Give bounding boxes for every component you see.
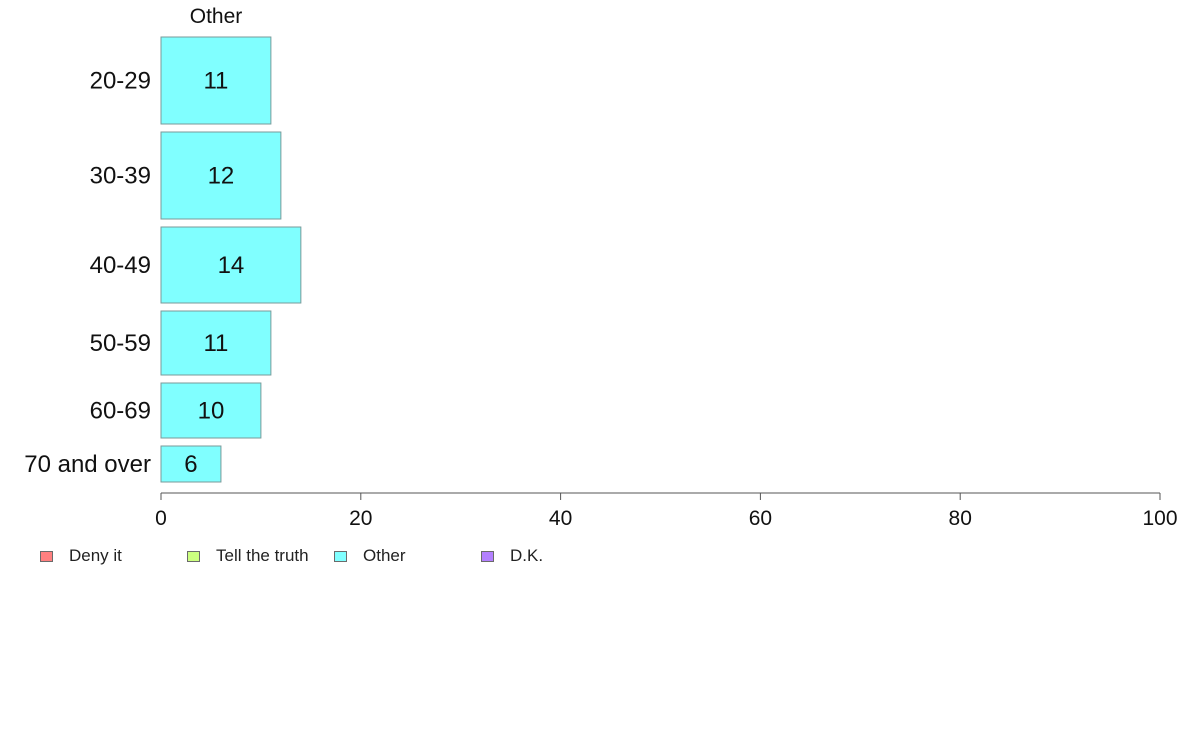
legend-swatch-tell-the-truth (187, 550, 200, 562)
bar-60-69 (160, 382, 262, 439)
bar-value-label-70-and-over: 6 (184, 451, 197, 478)
x-tick-label-60: 60 (749, 507, 772, 530)
legend-label-deny-it: Deny it (69, 546, 122, 565)
legend-swatch-dk (481, 550, 494, 562)
bar-value-label-50-59: 11 (203, 330, 228, 357)
legend-swatch-deny-it (40, 550, 53, 562)
category-label-30-39: 30-39 (90, 163, 151, 190)
bar-value-label-20-29: 11 (203, 68, 228, 95)
category-label-60-69: 60-69 (90, 398, 151, 425)
bar-50-59 (160, 310, 272, 376)
bar-value-label-60-69: 10 (198, 398, 225, 425)
x-tick-label-20: 20 (349, 507, 372, 530)
x-tick-label-80: 80 (949, 507, 972, 530)
category-label-50-59: 50-59 (90, 330, 151, 357)
bar-chart: Other 11 12 14 11 106 20-29 30-39 40-49 50-59 60… (24, 5, 1177, 530)
bar-40-49 (160, 226, 302, 304)
chart-legend: Deny it Tell the truth Other D.K. (0, 545, 1188, 569)
legend-item-tell-the-truth: Tell the truth (187, 545, 309, 567)
legend-label-other: Other (363, 546, 406, 565)
x-tick-label-40: 40 (549, 507, 572, 530)
legend-item-other: Other (334, 545, 406, 567)
category-label-20-29: 20-29 (90, 68, 151, 95)
bar-value-label-40-49: 14 (218, 252, 245, 279)
x-tick-label-0: 0 (155, 507, 167, 530)
legend-swatch-other (334, 550, 347, 562)
bar-value-label-30-39: 12 (208, 163, 235, 190)
legend-item-dk: D.K. (481, 545, 543, 567)
category-label-70-and-over: 70 and over (24, 451, 151, 478)
bar-70-and-over (160, 445, 222, 483)
legend-label-tell-the-truth: Tell the truth (216, 546, 309, 565)
bar-30-39 (160, 131, 282, 220)
bar-20-29 (160, 36, 272, 125)
legend-item-deny-it: Deny it (40, 545, 122, 567)
legend-label-dk: D.K. (510, 546, 544, 565)
panel-title: Other (190, 5, 243, 28)
x-tick-label-100: 100 (1142, 507, 1177, 530)
category-label-40-49: 40-49 (90, 252, 151, 279)
